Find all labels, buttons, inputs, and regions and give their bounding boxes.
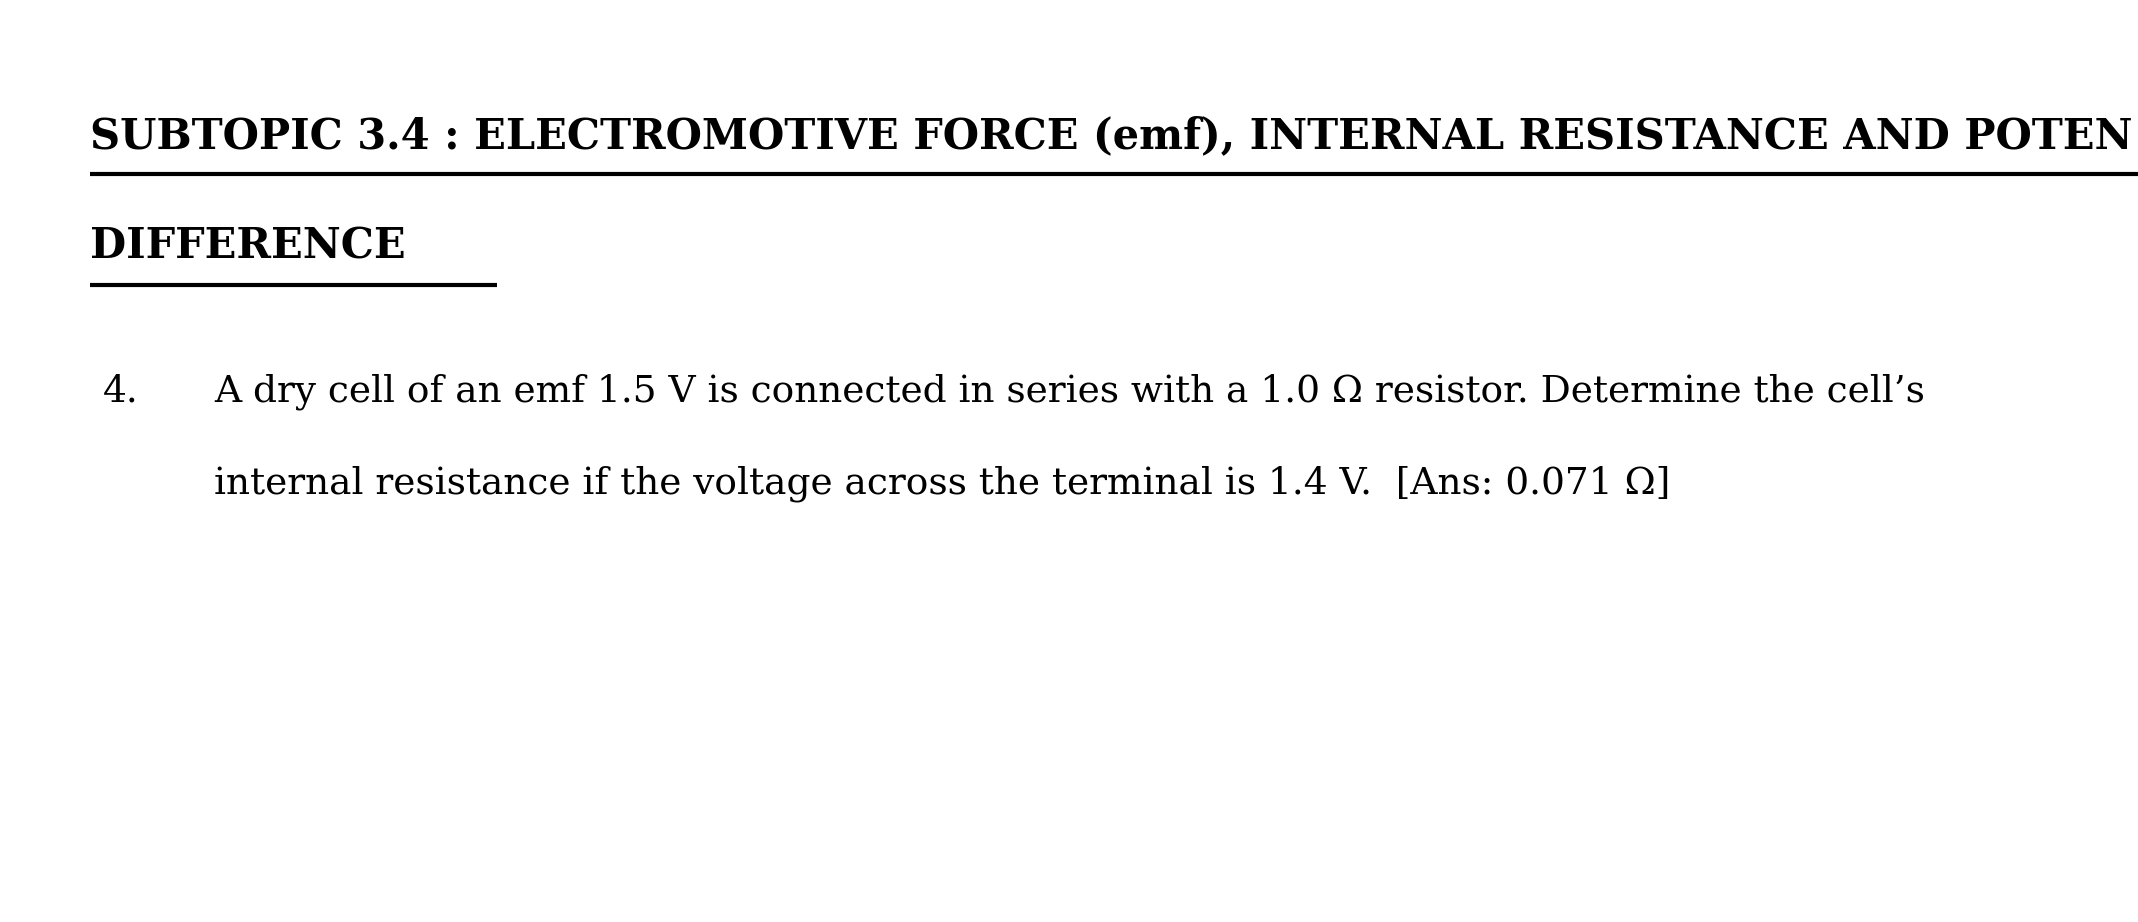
Text: 4.: 4.: [103, 373, 139, 409]
Text: A dry cell of an emf 1.5 V is connected in series with a 1.0 Ω resistor. Determi: A dry cell of an emf 1.5 V is connected …: [214, 373, 1924, 410]
Text: DIFFERENCE: DIFFERENCE: [90, 226, 406, 268]
Text: SUBTOPIC 3.4 : ELECTROMOTIVE FORCE (emf), INTERNAL RESISTANCE AND POTEN: SUBTOPIC 3.4 : ELECTROMOTIVE FORCE (emf)…: [90, 115, 2132, 158]
Text: internal resistance if the voltage across the terminal is 1.4 V.  [Ans: 0.071 Ω]: internal resistance if the voltage acros…: [214, 466, 1670, 502]
